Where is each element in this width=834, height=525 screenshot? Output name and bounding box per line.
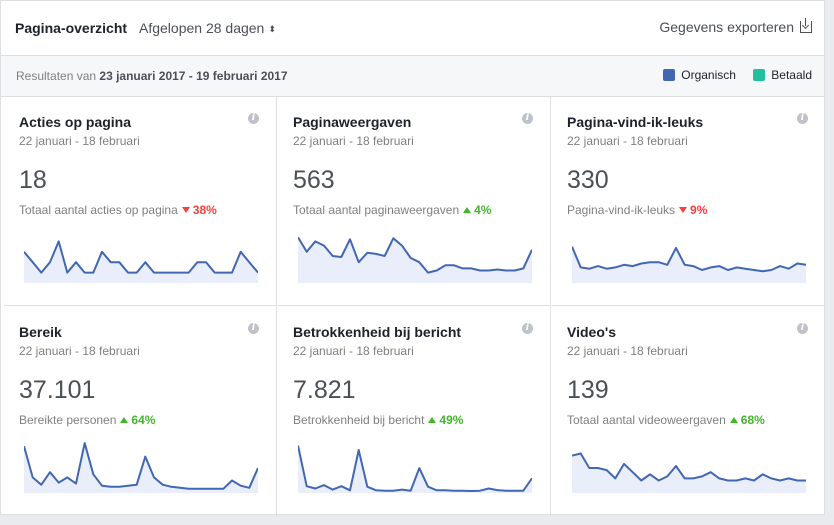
card-description: Totaal aantal paginaweergaven 4% bbox=[293, 203, 491, 217]
card-delta-value: 68% bbox=[740, 413, 765, 427]
card-date-range: 22 januari - 18 februari bbox=[293, 344, 414, 358]
card-title: Pagina-vind-ik-leuks bbox=[567, 114, 704, 130]
card-description-label: Pagina-vind-ik-leuks bbox=[567, 203, 676, 217]
card-delta: 9% bbox=[679, 203, 707, 217]
legend-organic-swatch bbox=[663, 69, 676, 81]
results-prefix: Resultaten van bbox=[16, 69, 97, 83]
card-delta-value: 64% bbox=[131, 413, 156, 427]
period-dropdown[interactable]: Afgelopen 28 dagen ⬍ bbox=[139, 20, 276, 36]
legend-paid-swatch bbox=[753, 69, 766, 81]
info-icon[interactable]: i bbox=[797, 323, 808, 334]
card-delta-value: 49% bbox=[439, 413, 464, 427]
card-delta: 4% bbox=[463, 203, 491, 217]
sparkline-area bbox=[572, 453, 806, 493]
triangle-down-icon bbox=[679, 207, 688, 213]
sparkline bbox=[298, 236, 532, 283]
triangle-down-icon bbox=[181, 207, 190, 213]
card-delta-value: 4% bbox=[474, 203, 492, 217]
card-delta: 38% bbox=[181, 203, 217, 217]
card-value: 18 bbox=[19, 166, 47, 194]
info-icon[interactable]: i bbox=[797, 113, 808, 124]
info-icon[interactable]: i bbox=[248, 323, 259, 334]
card-description-label: Totaal aantal videoweergaven bbox=[567, 413, 726, 427]
legend-paid-label: Betaald bbox=[771, 68, 812, 82]
results-bar: Resultaten van 23 januari 2017 - 19 febr… bbox=[1, 56, 824, 97]
card-page-views[interactable]: Paginaweergaven i 22 januari - 18 februari… bbox=[278, 97, 551, 306]
card-description: Betrokkenheid bij bericht 49% bbox=[293, 413, 463, 427]
card-description: Bereikte personen 64% bbox=[19, 413, 155, 427]
card-value: 139 bbox=[567, 376, 609, 404]
card-description: Totaal aantal videoweergaven 68% bbox=[567, 413, 765, 427]
card-title: Betrokkenheid bij bericht bbox=[293, 324, 462, 340]
triangle-up-icon bbox=[428, 417, 437, 423]
card-value: 37.101 bbox=[19, 376, 96, 404]
card-page-actions[interactable]: Acties op pagina i 22 januari - 18 februar… bbox=[4, 97, 277, 306]
legend-paid: Betaald bbox=[753, 68, 812, 82]
card-reach[interactable]: Bereik i 22 januari - 18 februari 37.101 Ber… bbox=[4, 307, 277, 516]
card-delta: 49% bbox=[428, 413, 463, 427]
sparkline bbox=[572, 246, 806, 283]
card-date-range: 22 januari - 18 februari bbox=[567, 134, 688, 148]
card-date-range: 22 januari - 18 februari bbox=[19, 344, 140, 358]
legend-organic: Organisch bbox=[663, 68, 736, 82]
card-delta: 68% bbox=[729, 413, 765, 427]
card-title: Acties op pagina bbox=[19, 114, 132, 130]
info-icon[interactable]: i bbox=[522, 113, 533, 124]
sparkline bbox=[298, 445, 532, 493]
card-description-label: Totaal aantal paginaweergaven bbox=[293, 203, 460, 217]
sparkline bbox=[24, 442, 258, 493]
sparkline-area bbox=[298, 237, 532, 283]
sparkline-line bbox=[572, 452, 806, 482]
period-label: Afgelopen 28 dagen bbox=[139, 20, 265, 36]
card-title: Bereik bbox=[19, 324, 62, 340]
results-range: 23 januari 2017 - 19 februari 2017 bbox=[99, 69, 288, 83]
sparkline-line bbox=[24, 442, 258, 490]
card-post-engagement[interactable]: Betrokkenheid bij bericht i 22 januari - 1… bbox=[278, 307, 551, 516]
card-videos[interactable]: Video's i 22 januari - 18 februari 139 Totaa… bbox=[552, 307, 825, 516]
card-title: Video's bbox=[567, 324, 616, 340]
sparkline-area bbox=[298, 445, 532, 493]
info-icon[interactable]: i bbox=[522, 323, 533, 334]
card-delta-value: 9% bbox=[690, 203, 708, 217]
card-value: 7.821 bbox=[293, 376, 356, 404]
page-overview-panel: Pagina-overzicht Afgelopen 28 dagen ⬍ Geg… bbox=[0, 0, 825, 515]
metrics-grid: Acties op pagina i 22 januari - 18 februar… bbox=[4, 97, 825, 516]
triangle-up-icon bbox=[729, 417, 738, 423]
overview-header: Pagina-overzicht Afgelopen 28 dagen ⬍ Geg… bbox=[1, 1, 824, 56]
card-value: 330 bbox=[567, 166, 609, 194]
export-label: Gegevens exporteren bbox=[659, 19, 794, 35]
sparkline bbox=[24, 240, 258, 283]
sparkline-area bbox=[572, 246, 806, 283]
card-description: Totaal aantal acties op pagina 38% bbox=[19, 203, 217, 217]
export-data-link[interactable]: Gegevens exporteren bbox=[659, 18, 812, 35]
sparkline-line bbox=[298, 236, 532, 274]
card-date-range: 22 januari - 18 februari bbox=[19, 134, 140, 148]
card-delta: 64% bbox=[120, 413, 155, 427]
info-icon[interactable]: i bbox=[248, 113, 259, 124]
sparkline-line bbox=[298, 445, 532, 492]
card-date-range: 22 januari - 18 februari bbox=[293, 134, 414, 148]
download-icon bbox=[800, 18, 812, 33]
legend-organic-label: Organisch bbox=[681, 68, 736, 82]
card-description-label: Totaal aantal acties op pagina bbox=[19, 203, 178, 217]
card-description: Pagina-vind-ik-leuks 9% bbox=[567, 203, 707, 217]
card-title: Paginaweergaven bbox=[293, 114, 412, 130]
triangle-up-icon bbox=[120, 417, 129, 423]
legend: Organisch Betaald bbox=[649, 68, 812, 82]
sparkline bbox=[572, 452, 806, 493]
card-delta-value: 38% bbox=[192, 203, 217, 217]
sort-arrows-icon: ⬍ bbox=[268, 24, 276, 34]
sparkline-line bbox=[572, 246, 806, 273]
sparkline-line bbox=[24, 240, 258, 274]
triangle-up-icon bbox=[463, 207, 472, 213]
card-description-label: Betrokkenheid bij bericht bbox=[293, 413, 425, 427]
card-description-label: Bereikte personen bbox=[19, 413, 117, 427]
card-value: 563 bbox=[293, 166, 335, 194]
results-range-text: Resultaten van 23 januari 2017 - 19 febr… bbox=[16, 69, 288, 83]
page-title: Pagina-overzicht bbox=[15, 20, 128, 36]
card-date-range: 22 januari - 18 februari bbox=[567, 344, 688, 358]
sparkline-area bbox=[24, 241, 258, 283]
card-page-likes[interactable]: Pagina-vind-ik-leuks i 22 januari - 18 feb… bbox=[552, 97, 825, 306]
